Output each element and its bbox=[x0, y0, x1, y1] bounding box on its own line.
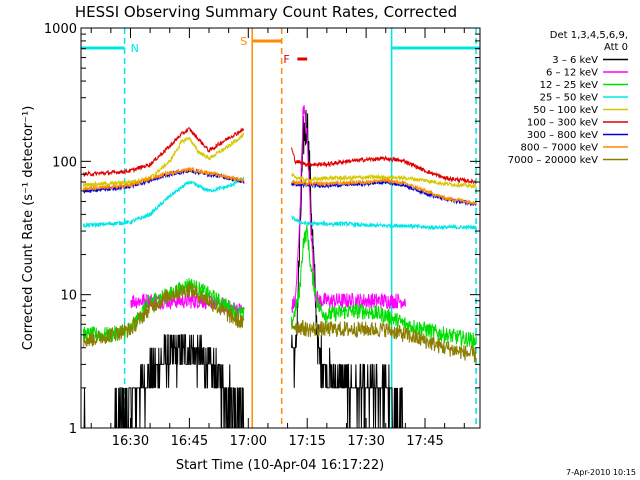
y-axis-label: Corrected Count Rate (s⁻¹ detector⁻¹) bbox=[21, 106, 36, 351]
chart-title: HESSI Observing Summary Count Rates, Cor… bbox=[75, 3, 457, 21]
legend-entry-label: 800 – 7000 keV bbox=[521, 143, 599, 154]
plot-frame bbox=[80, 27, 481, 429]
series-line bbox=[82, 132, 477, 189]
series-line bbox=[82, 166, 477, 206]
legend-entry-label: 50 – 100 keV bbox=[533, 105, 598, 116]
series-line bbox=[83, 109, 406, 428]
x-tick-label: 17:00 bbox=[230, 434, 267, 449]
y-tick-label: 1 bbox=[69, 422, 77, 437]
date-stamp: 7-Apr-2010 10:15 bbox=[566, 468, 636, 477]
axes-layer: 1 10 100 1000 16:30 16:45 17:00 17:15 17:30 17:45 bbox=[44, 22, 480, 449]
series-line bbox=[83, 283, 477, 363]
x-tick-label: 17:45 bbox=[406, 434, 443, 449]
legend-entry-label: 7000 – 20000 keV bbox=[508, 155, 598, 166]
series-line bbox=[82, 127, 477, 185]
series-line bbox=[82, 176, 477, 231]
series-line bbox=[82, 225, 477, 351]
y-tick-label: 100 bbox=[52, 155, 77, 170]
legend-header: Det 1,3,4,5,6,9, bbox=[550, 30, 628, 41]
legend-entry-label: 3 – 6 keV bbox=[552, 55, 598, 66]
legend-entry-label: 12 – 25 keV bbox=[540, 80, 599, 91]
x-axis-label: Start Time (10-Apr-04 16:17:22) bbox=[176, 458, 384, 473]
y-tick-label: 1000 bbox=[44, 22, 77, 37]
legend-entry-label: 300 – 800 keV bbox=[527, 130, 598, 141]
mode-label: S bbox=[240, 35, 247, 48]
legend: Det 1,3,4,5,6,9,Att 0 3 – 6 keV 6 – 12 keV… bbox=[508, 30, 628, 166]
y-tick-label: 10 bbox=[60, 289, 77, 304]
mode-label: N bbox=[131, 42, 139, 55]
legend-entry-label: 100 – 300 keV bbox=[527, 118, 598, 129]
mode-label: F bbox=[283, 53, 289, 66]
series-line bbox=[130, 105, 406, 318]
legend-entry-label: 6 – 12 keV bbox=[546, 68, 598, 79]
x-tick-label: 17:15 bbox=[288, 434, 325, 449]
x-tick-label: 17:30 bbox=[347, 434, 384, 449]
x-tick-label: 16:30 bbox=[112, 434, 149, 449]
series-layer bbox=[82, 105, 477, 428]
legend-header: Att 0 bbox=[604, 42, 628, 53]
x-tick-label: 16:45 bbox=[171, 434, 208, 449]
legend-entry-label: 25 – 50 keV bbox=[540, 93, 599, 104]
